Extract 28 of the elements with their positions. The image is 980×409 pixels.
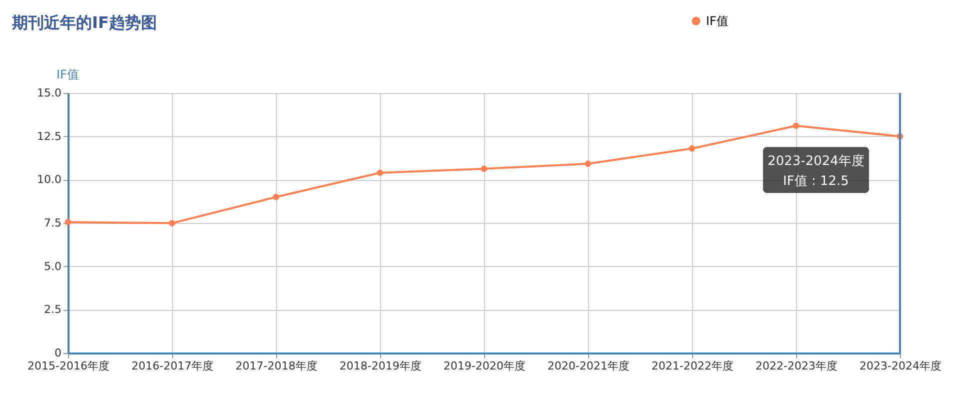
point [64,218,72,226]
x-tick-label: 2016-2017年度 [132,360,214,372]
point [584,160,592,167]
annotation: 2023-2024年度 IF值 : 12.5 [768,153,864,189]
y-axis-title: IF值 [56,68,79,82]
x-tick-label: 2015-2016年度 [28,360,110,372]
y-tick-label: 15.0 [37,86,62,100]
x-tick-label: 2023-2024年度 [860,360,942,372]
point [376,170,384,176]
y-tick-label: 2.5 [44,303,62,316]
y-tick-label: 0 [54,346,62,360]
y-tick-label: 7.5 [44,216,62,230]
y-tick-label: 12.5 [37,130,62,143]
y-tick-label: 5.0 [44,260,62,273]
point [792,122,800,129]
legend-label: IF值 [706,14,728,28]
point [480,166,488,172]
point [168,220,176,226]
x-tick-label: 2018-2019年度 [340,360,422,372]
chart-title: 期刊近年的IF趋势图 [11,13,157,32]
point [688,145,696,152]
x-tick-label: 2020-2021年度 [548,360,630,372]
x-tick-label: 2017-2018年度 [236,360,318,372]
x-tick-label: 2022-2023年度 [756,360,838,372]
x-tick-label: 2019-2020年度 [444,360,526,372]
point [272,194,280,200]
y-tick-label: 10.0 [37,173,62,186]
x-tick-label: 2021-2022年度 [652,360,734,372]
